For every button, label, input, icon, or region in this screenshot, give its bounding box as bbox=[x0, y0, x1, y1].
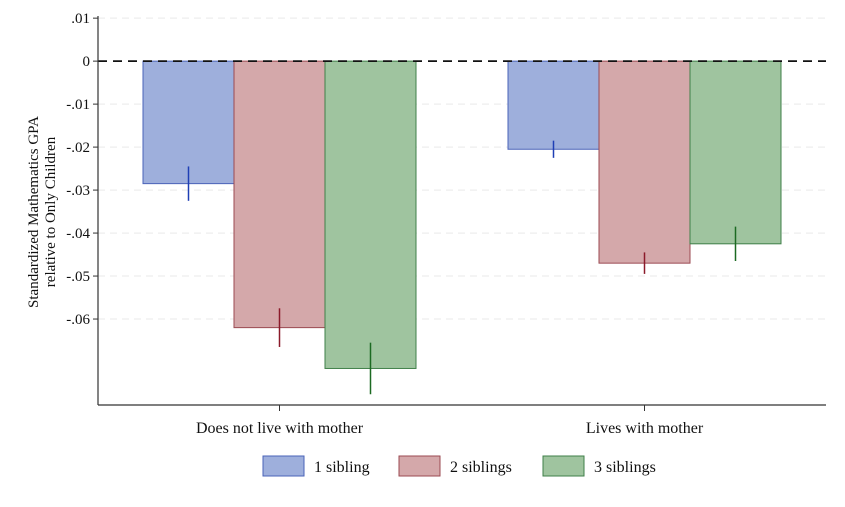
y-tick-label: -.05 bbox=[66, 269, 90, 285]
y-axis-title-line2: relative to Only Children bbox=[43, 136, 59, 287]
legend-swatch bbox=[398, 455, 441, 477]
legend-swatch bbox=[262, 455, 305, 477]
bar bbox=[142, 60, 235, 185]
x-axis-categories: Does not live with mother Lives with moth… bbox=[196, 405, 704, 437]
y-tick-label: .01 bbox=[71, 11, 90, 27]
legend-swatch bbox=[542, 455, 585, 477]
legend-label: 1 sibling bbox=[314, 459, 370, 476]
y-tick-label: -.04 bbox=[66, 226, 90, 242]
legend-label: 3 siblings bbox=[594, 459, 656, 476]
y-tick-label: 0 bbox=[83, 54, 91, 70]
bar bbox=[689, 60, 782, 245]
y-tick-label: -.03 bbox=[66, 183, 90, 199]
bar bbox=[507, 60, 600, 150]
legend-label: 2 siblings bbox=[450, 459, 512, 476]
y-axis-title-line1: Standardized Mathematics GPA bbox=[26, 116, 42, 308]
bar bbox=[324, 60, 417, 369]
legend: 1 sibling 2 siblings 3 siblings bbox=[262, 455, 656, 477]
x-category-label: Lives with mother bbox=[586, 420, 704, 437]
bar bbox=[233, 60, 326, 329]
y-axis-ticks: .01 0 -.01 -.02 -.03 -.04 -.05 -.06 bbox=[66, 11, 98, 328]
y-tick-label: -.02 bbox=[66, 140, 90, 156]
x-category-label: Does not live with mother bbox=[196, 420, 364, 437]
y-tick-label: -.06 bbox=[66, 312, 90, 328]
error-bars bbox=[187, 140, 737, 395]
bar bbox=[598, 60, 691, 264]
y-tick-label: -.01 bbox=[66, 97, 90, 113]
bars bbox=[142, 60, 782, 369]
